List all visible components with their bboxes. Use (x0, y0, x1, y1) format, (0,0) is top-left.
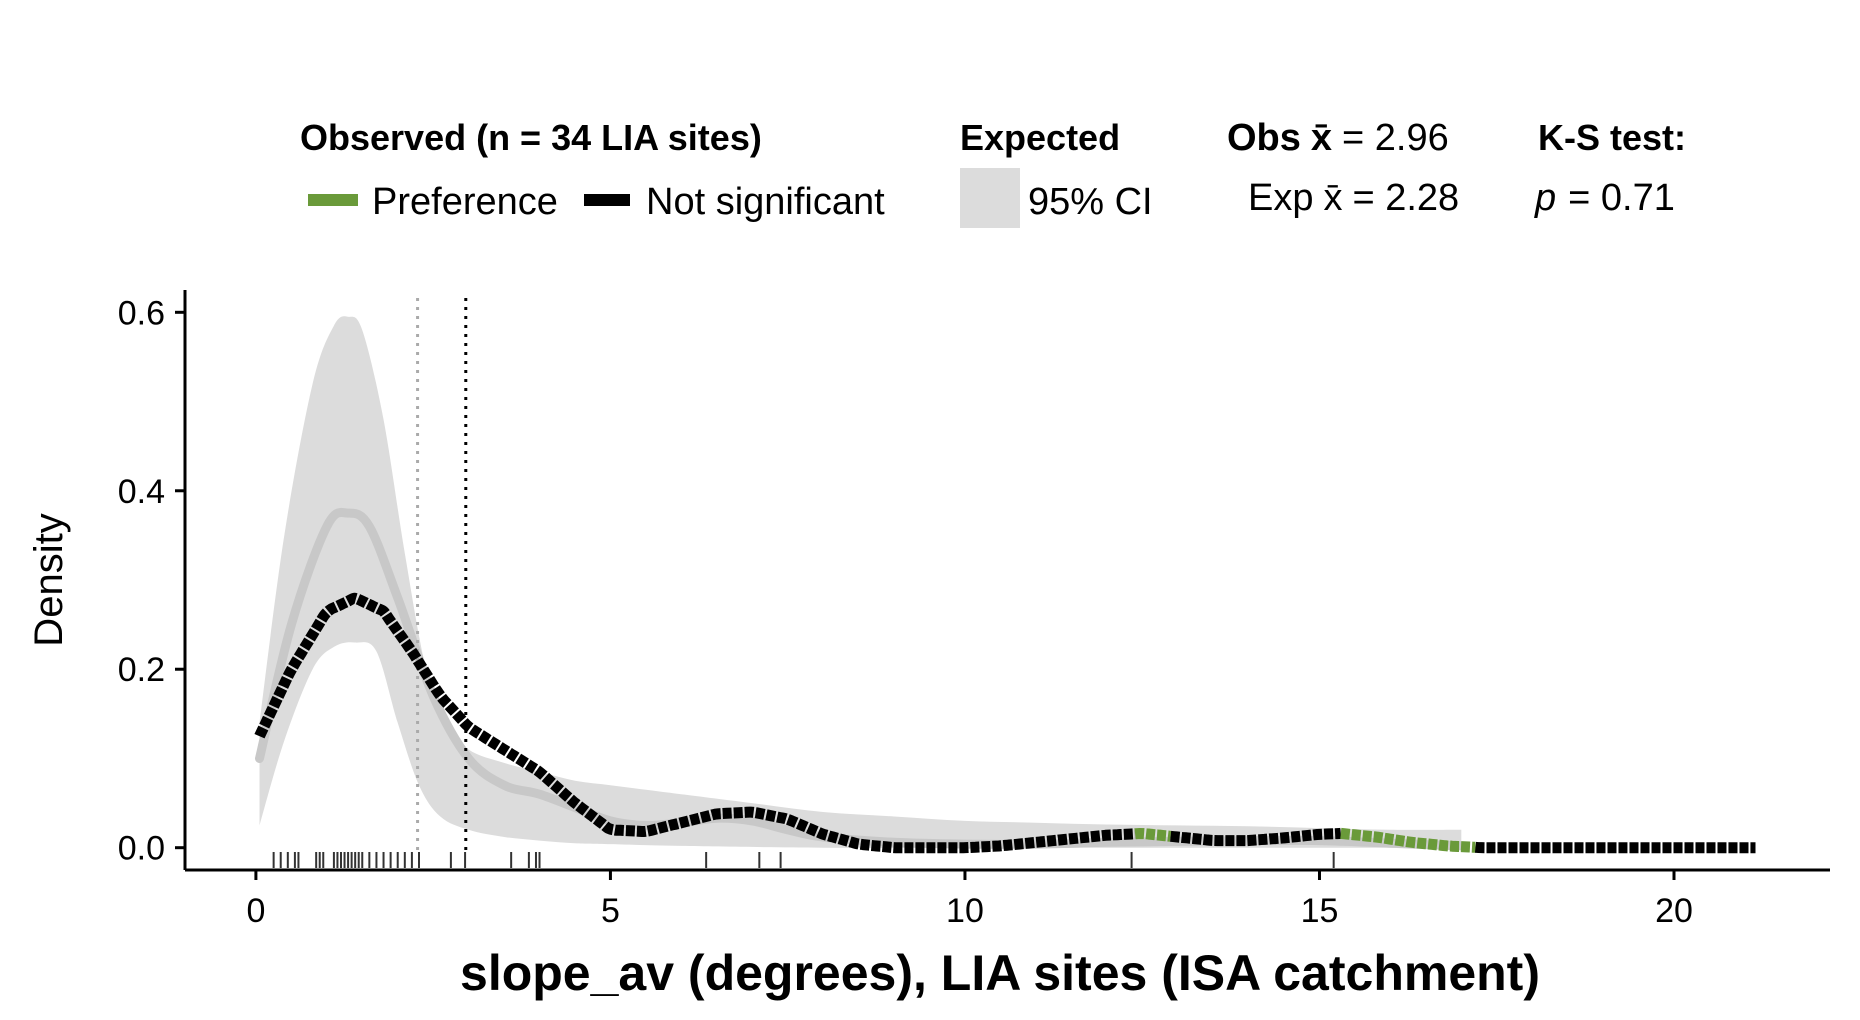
legend-exp-mean: Exp x̄ = 2.28 (1248, 177, 1459, 219)
legend-preference-swatch (308, 194, 358, 206)
legend-exp-mean-prefix: Exp (1248, 177, 1313, 219)
y-tick-label: 0.0 (118, 830, 165, 868)
legend-not-significant-label: Not significant (646, 181, 885, 223)
legend-ks-title: K-S test: (1538, 117, 1686, 158)
legend-obs-mean-symbol: x̄ (1311, 117, 1332, 159)
legend: Observed (n = 34 LIA sites) Preference N… (300, 117, 1686, 228)
legend-exp-mean-symbol: x̄ (1323, 177, 1342, 219)
observed-curve-preference (1134, 828, 1172, 842)
legend-observed-title: Observed (n = 34 LIA sites) (300, 117, 762, 158)
legend-not-significant-swatch (584, 194, 630, 206)
ci-band-layer (259, 316, 1462, 848)
x-tick-label: 10 (946, 892, 984, 930)
legend-preference-label: Preference (372, 181, 558, 223)
y-tick-label: 0.6 (118, 294, 165, 332)
legend-obs-mean-value: = 2.96 (1342, 117, 1449, 159)
observed-curve-layer (254, 592, 1756, 854)
legend-ci-swatch (960, 168, 1020, 228)
legend-ks-p: p = 0.71 (1534, 177, 1675, 219)
legend-obs-mean: Obs x̄ = 2.96 (1227, 117, 1449, 159)
x-tick-label: 5 (601, 892, 620, 930)
expected-curve-layer (255, 507, 1466, 851)
x-tick-label: 0 (246, 892, 265, 930)
x-tick-label: 20 (1655, 892, 1693, 930)
rug-layer (272, 852, 1335, 868)
legend-obs-mean-prefix: Obs (1227, 117, 1301, 159)
axes-layer: 0.0 0.2 0.4 0.6 0 5 10 15 20 (118, 290, 1830, 930)
expected-curve (255, 507, 1466, 851)
legend-ci-label: 95% CI (1028, 181, 1153, 223)
legend-ks-p-symbol: p (1534, 177, 1556, 219)
ci-band (259, 316, 1462, 848)
legend-expected-title: Expected (960, 117, 1120, 158)
legend-exp-mean-value: = 2.28 (1352, 177, 1459, 219)
y-tick-label: 0.2 (118, 651, 165, 689)
legend-ks-p-value: = 0.71 (1568, 177, 1675, 219)
observed-curve-not_significant (1170, 827, 1342, 847)
y-axis-title: Density (27, 513, 71, 646)
x-tick-label: 15 (1301, 892, 1339, 930)
y-tick-label: 0.4 (118, 473, 165, 511)
mean-lines-layer (416, 298, 468, 852)
observed-curve-not_significant (254, 592, 1136, 854)
observed-curve-preference (1340, 827, 1476, 853)
x-axis-title: slope_av (degrees), LIA sites (ISA catch… (460, 945, 1540, 1001)
